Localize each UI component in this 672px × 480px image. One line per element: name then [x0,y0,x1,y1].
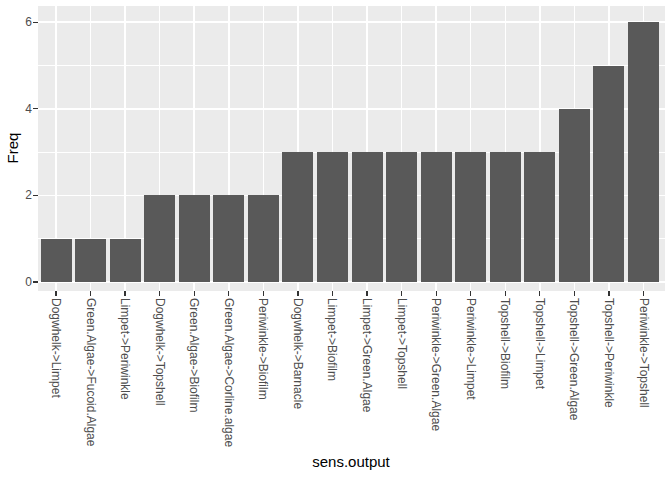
x-tick-mark [263,291,264,296]
x-tick-label: Limpet->Periwinkle [118,298,132,400]
bar [213,195,244,282]
bar [490,152,521,282]
x-tick-label: Green.Algae->Corline.algae [222,298,236,447]
x-tick-mark [470,291,471,296]
x-tick-mark [90,291,91,296]
y-tick-mark [33,195,38,196]
x-tick-label: Dogwhelk->Limpet [49,298,63,398]
x-tick-label: Topshell->Biofilm [498,298,512,389]
bar [41,239,72,282]
bar [317,152,348,282]
bar [75,239,106,282]
bar [628,22,659,282]
x-tick-label: Limpet->Biofilm [325,298,339,381]
bar [524,152,555,282]
x-tick-label: Limpet->Topshell [395,298,409,389]
bar [455,152,486,282]
plot-panel [38,6,665,291]
bar [593,66,624,283]
x-tick-mark [366,291,367,296]
x-tick-mark [332,291,333,296]
y-tick-label: 0 [0,275,32,289]
x-tick-mark [228,291,229,296]
x-tick-label: Periwinkle->Topshell [637,298,651,408]
bar [110,239,141,282]
x-tick-mark [643,291,644,296]
x-tick-label: Dogwhelk->Barnacle [291,298,305,409]
y-tick-mark [33,281,38,282]
x-tick-label: Topshell->Periwinkle [602,298,616,408]
x-tick-label: Periwinkle->Limpet [464,298,478,400]
x-tick-label: Green.Algae->Biofilm [187,298,201,412]
x-tick-mark [55,291,56,296]
bar [421,152,452,282]
minor-gridline [38,65,665,66]
x-tick-mark [436,291,437,296]
x-tick-label: Periwinkle->Green.Algae [429,298,443,431]
bar [179,195,210,282]
x-tick-mark [608,291,609,296]
y-tick-mark [33,22,38,23]
bar [386,152,417,282]
y-tick-mark [33,108,38,109]
y-axis-title: Freq [4,133,21,164]
bar [248,195,279,282]
x-tick-label: Topshell->Limpet [533,298,547,389]
y-tick-label: 6 [0,15,32,29]
bar-chart-figure: Freq 0 2 4 6 Dogwhelk->Limpet Green.Algae->F… [0,0,672,480]
bar [352,152,383,282]
bar [282,152,313,282]
bar [144,195,175,282]
x-tick-mark [159,291,160,296]
x-tick-label: Dogwhelk->Topshell [153,298,167,406]
x-tick-mark [539,291,540,296]
x-tick-mark [574,291,575,296]
x-tick-mark [401,291,402,296]
bar [559,109,590,282]
major-gridline [38,21,665,23]
x-tick-label: Periwinkle->Biofilm [256,298,270,400]
y-tick-label: 4 [0,102,32,116]
x-tick-mark [297,291,298,296]
x-tick-mark [194,291,195,296]
x-tick-mark [124,291,125,296]
x-tick-label: Green.Algae->Fucoid.Algae [84,298,98,446]
x-tick-mark [505,291,506,296]
x-tick-label: Limpet->Green.Algae [360,298,374,412]
y-tick-label: 2 [0,188,32,202]
x-tick-label: Topshell->Green.Algae [567,298,581,420]
x-axis-title: sens.output [312,453,390,470]
